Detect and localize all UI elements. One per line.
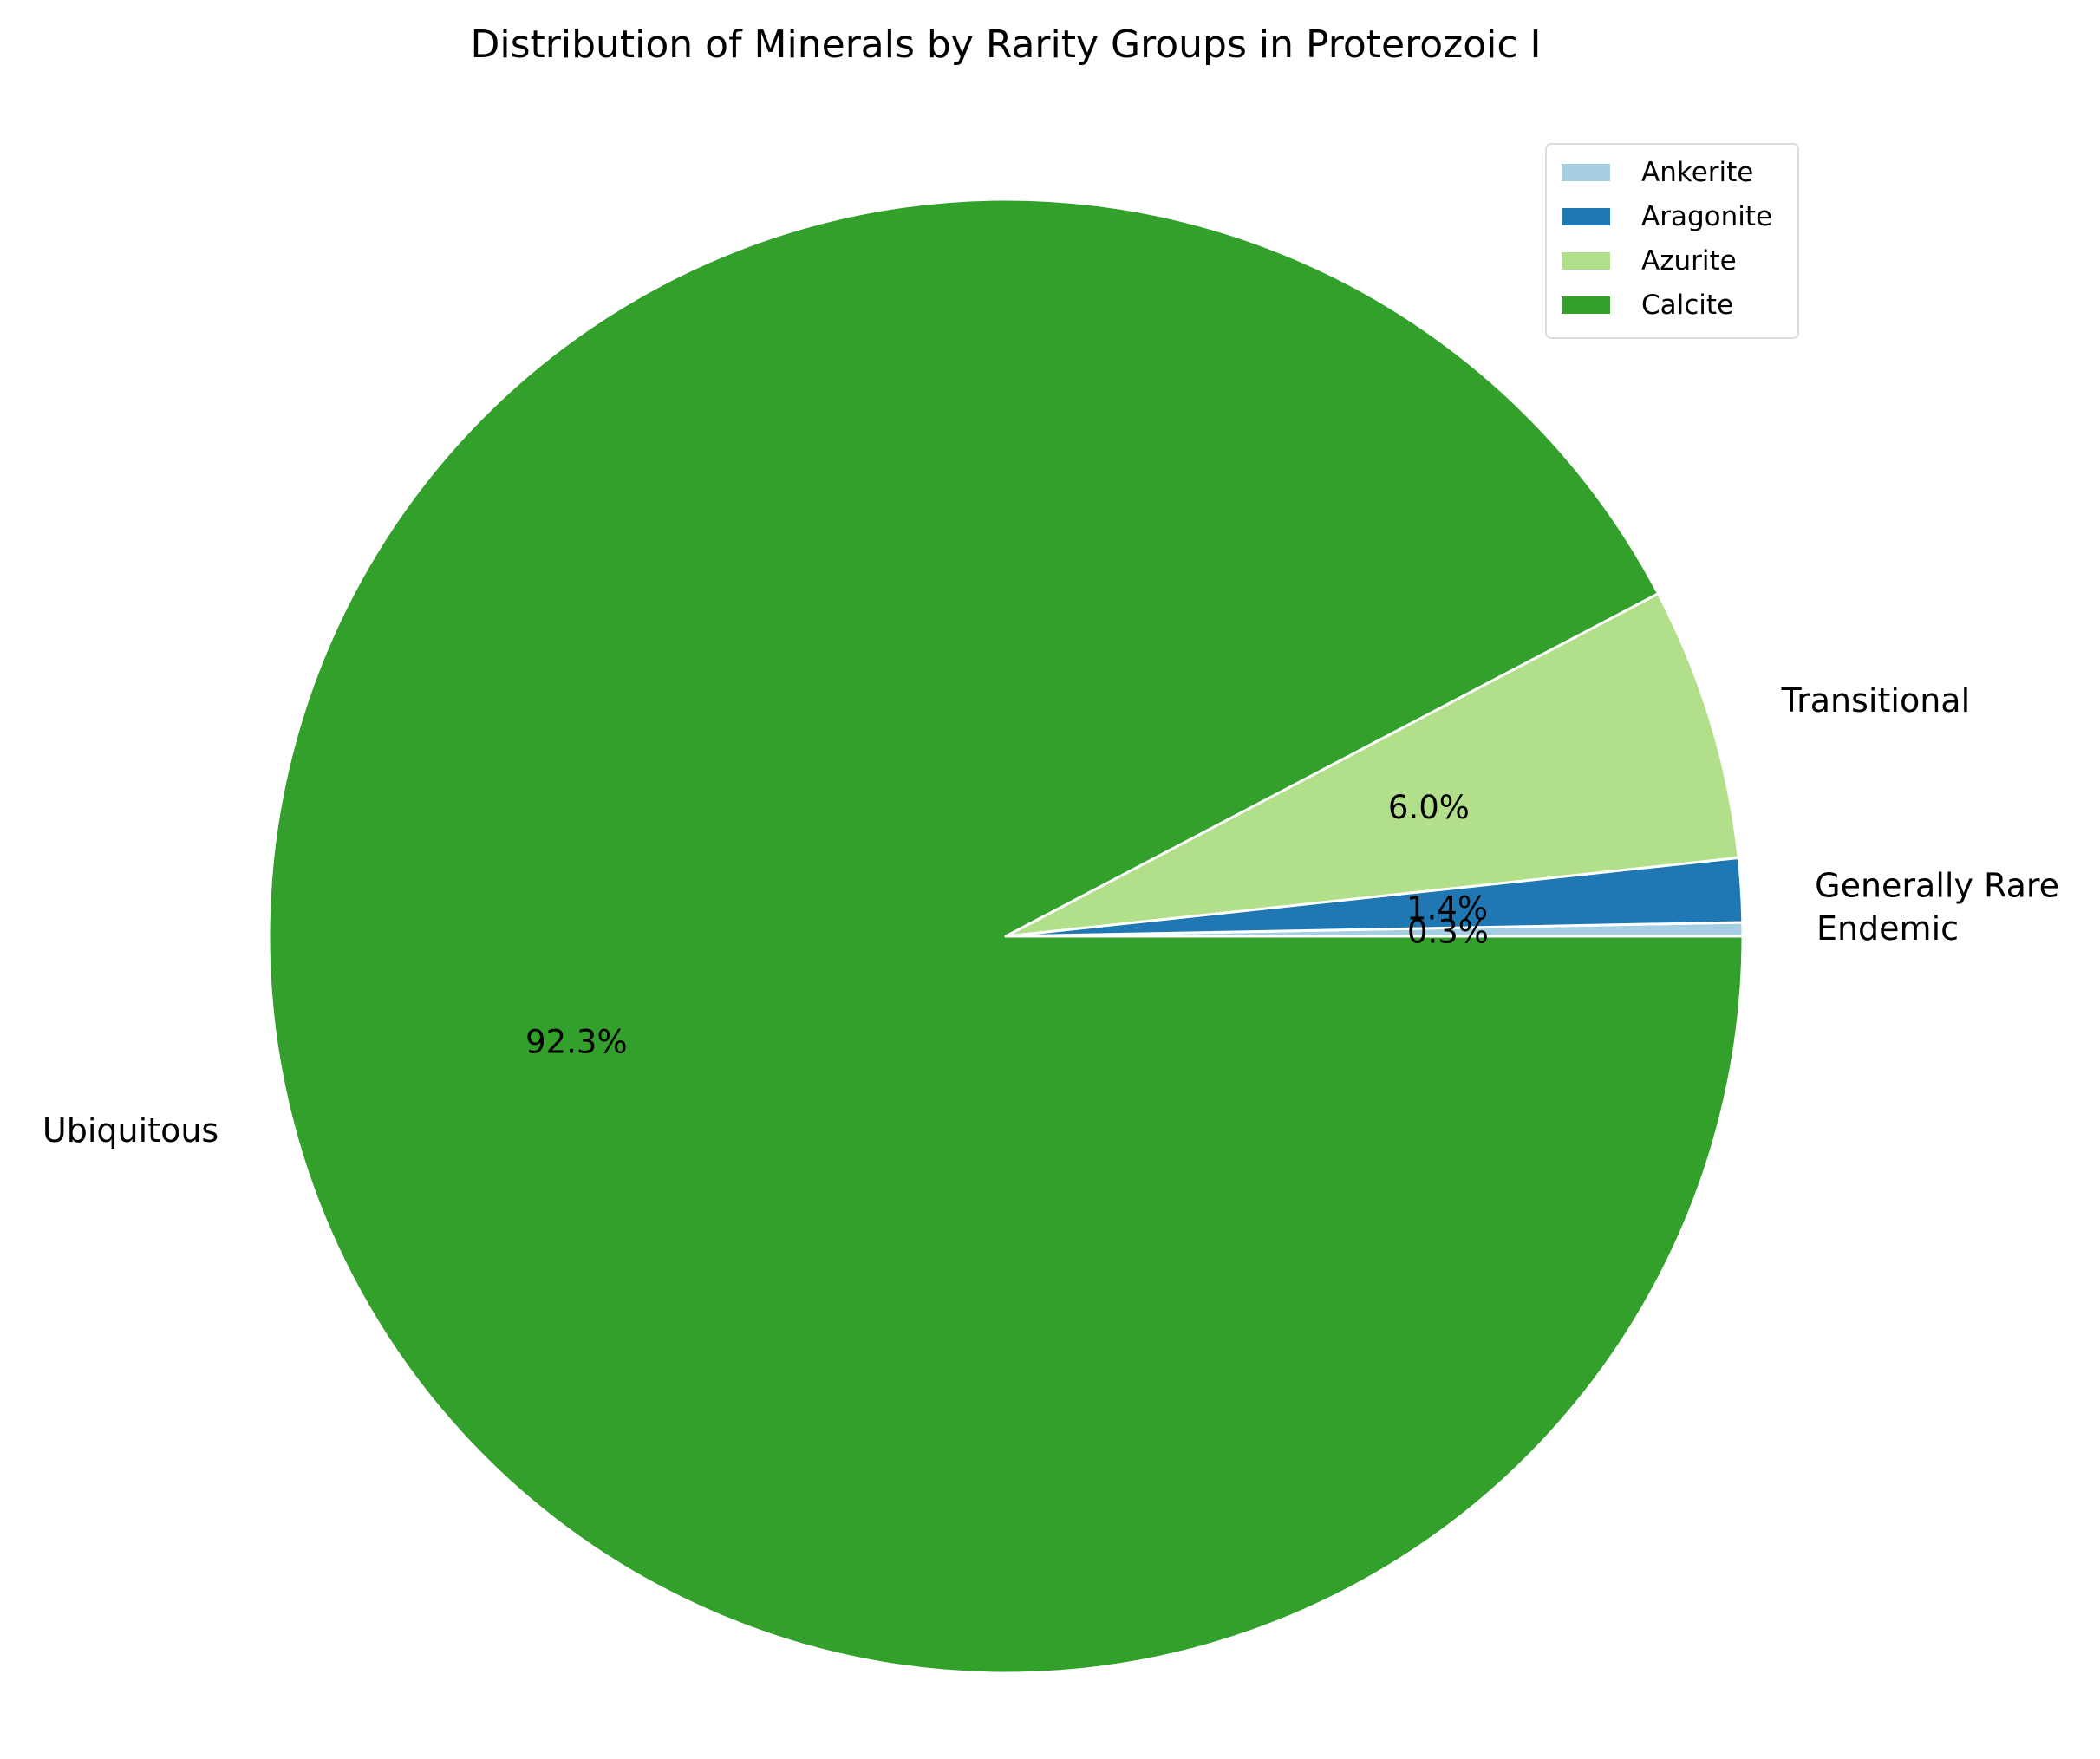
- slice-label-transitional: Transitional: [1781, 681, 1971, 720]
- legend-label-aragonite: Aragonite: [1641, 201, 1772, 232]
- slice-labels: Endemic 0.3% Generally Rare 1.4% Transitiona…: [42, 681, 2059, 1150]
- pie-slices: [267, 198, 1745, 1675]
- legend-swatch-ankerite: [1562, 164, 1610, 181]
- slice-label-generally-rare: Generally Rare: [1815, 866, 2059, 904]
- pct-label-endemic: 0.3%: [1407, 914, 1489, 951]
- legend-label-ankerite: Ankerite: [1641, 157, 1753, 188]
- chart-title: Distribution of Minerals by Rarity Group…: [470, 23, 1541, 67]
- pct-label-generally-rare: 1.4%: [1406, 889, 1488, 927]
- pct-label-ubiquitous: 92.3%: [525, 1024, 628, 1061]
- legend-label-azurite: Azurite: [1641, 245, 1737, 277]
- legend-swatch-calcite: [1562, 296, 1610, 314]
- legend-swatch-azurite: [1562, 252, 1610, 270]
- legend-swatch-aragonite: [1562, 208, 1610, 225]
- legend: Ankerite Aragonite Azurite Calcite: [1545, 143, 1799, 339]
- legend-label-calcite: Calcite: [1641, 290, 1733, 321]
- legend-frame: [1545, 143, 1799, 339]
- slice-label-ubiquitous: Ubiquitous: [42, 1111, 218, 1150]
- pie-slice-ubiquitous: [267, 198, 1745, 1675]
- slice-label-endemic: Endemic: [1816, 909, 1959, 948]
- pct-label-transitional: 6.0%: [1388, 789, 1470, 826]
- pie-slice-transitional: [1004, 592, 1740, 938]
